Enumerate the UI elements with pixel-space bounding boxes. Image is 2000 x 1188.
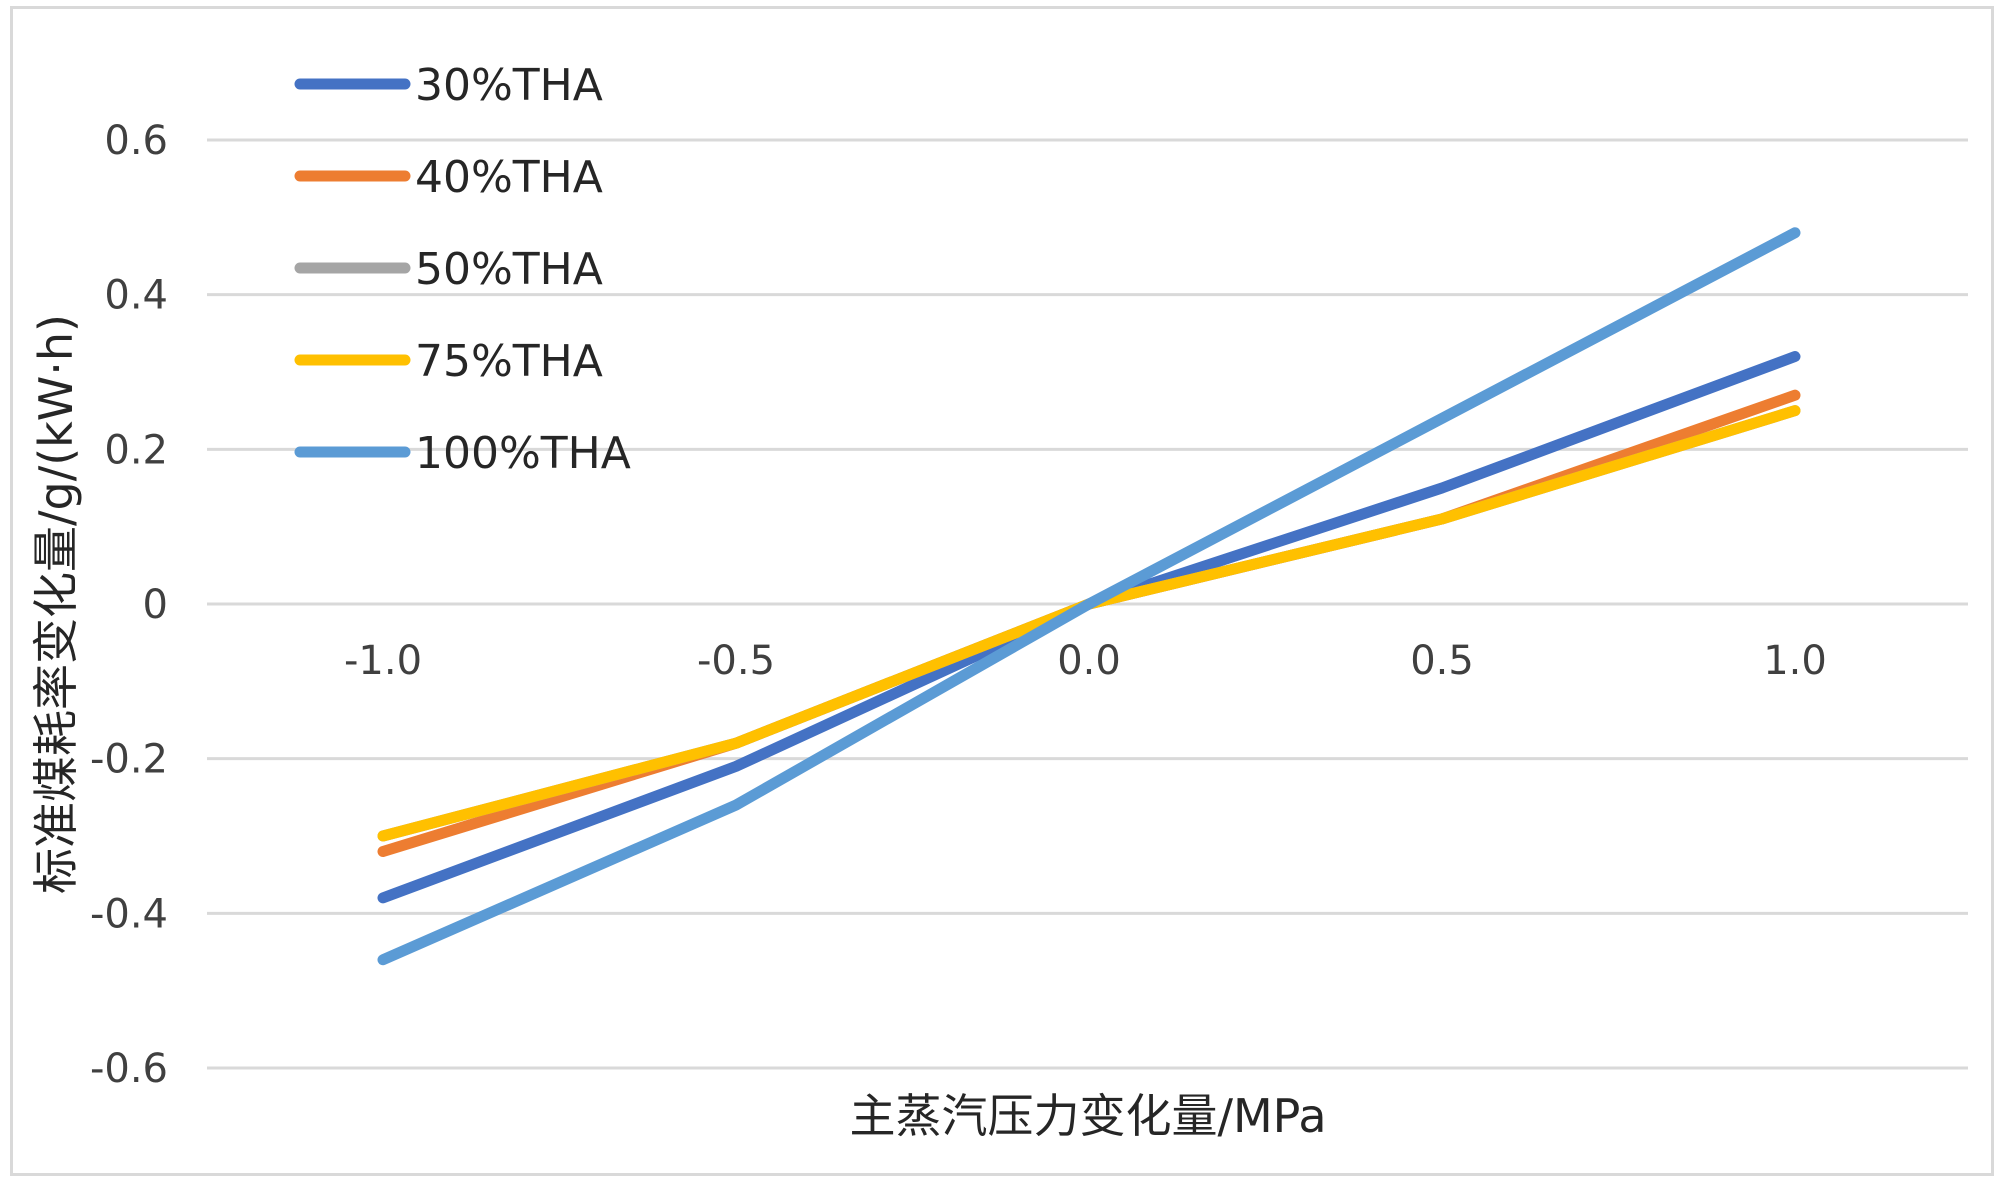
- y-tick-label: 0.6: [104, 118, 168, 164]
- legend-label: 100%THA: [415, 428, 631, 479]
- legend-label: 75%THA: [415, 336, 603, 387]
- y-tick-label: -0.2: [90, 737, 168, 783]
- legend-item: 30%THA: [294, 60, 603, 111]
- y-tick-label: 0: [143, 582, 168, 628]
- x-tick-label: -0.5: [697, 638, 775, 684]
- x-tick-label: -1.0: [344, 638, 422, 684]
- y-tick-label: -0.6: [90, 1046, 168, 1092]
- legend-label: 30%THA: [415, 60, 603, 111]
- legend-item: 100%THA: [294, 428, 631, 479]
- y-tick-label: -0.4: [90, 891, 168, 937]
- legend-label: 50%THA: [415, 244, 603, 295]
- legend: 30%THA 40%THA 50%THA 75%THA 100%THA: [294, 60, 631, 479]
- legend-item: 40%THA: [294, 152, 603, 203]
- legend-label: 40%THA: [415, 152, 603, 203]
- legend-item: 50%THA: [294, 244, 603, 295]
- legend-item: 75%THA: [294, 336, 603, 387]
- y-axis-title: 标准煤耗率变化量/g/(kW·h): [29, 314, 83, 894]
- x-tick-label: 0.0: [1057, 638, 1121, 684]
- chart-frame: [10, 6, 1994, 1176]
- y-tick-label: 0.4: [104, 273, 168, 319]
- x-axis-title: 主蒸汽压力变化量/MPa: [849, 1089, 1326, 1143]
- x-axis-tick-labels: -1.0 -0.5 0.0 0.5 1.0: [344, 638, 1827, 684]
- y-axis-tick-labels: 0.6 0.4 0.2 0 -0.2 -0.4 -0.6: [90, 118, 168, 1092]
- series-line-100-tha: [377, 227, 1801, 966]
- series-lines: [377, 227, 1801, 966]
- x-tick-label: 1.0: [1763, 638, 1827, 684]
- x-tick-label: 0.5: [1410, 638, 1474, 684]
- y-tick-label: 0.2: [104, 427, 168, 473]
